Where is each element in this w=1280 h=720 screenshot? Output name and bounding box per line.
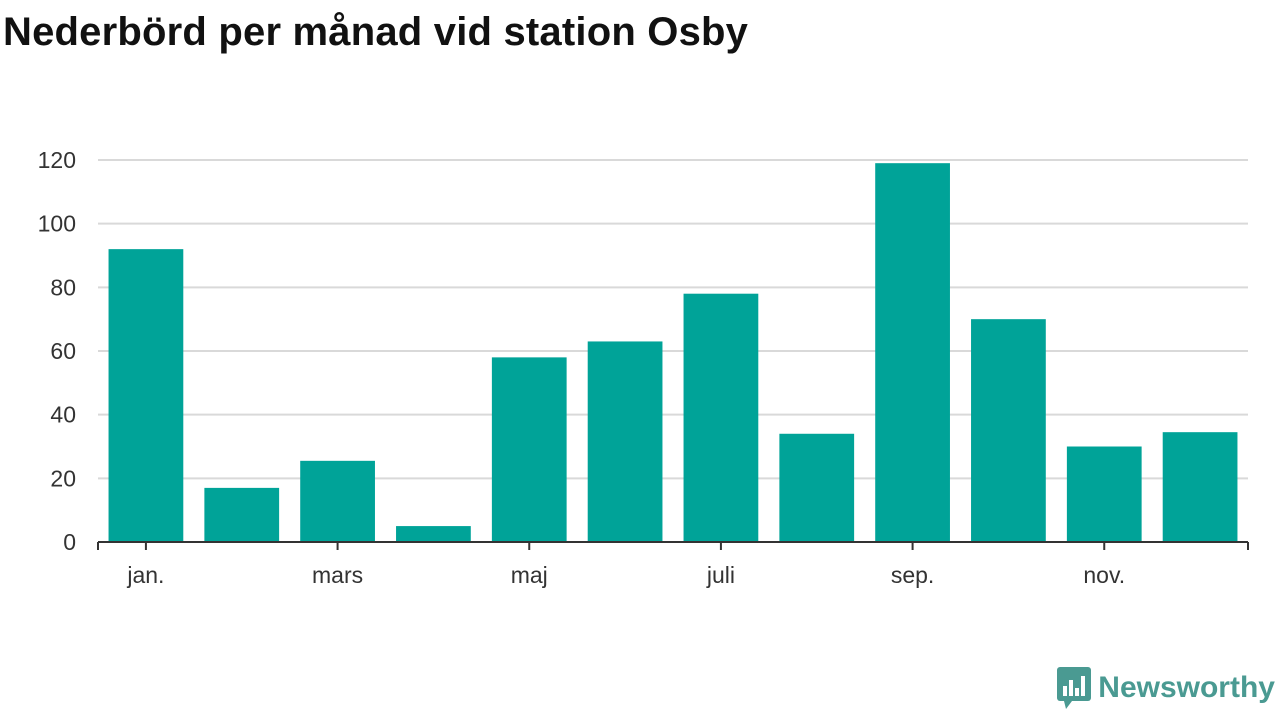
bar-6 (683, 293, 759, 542)
bar-9 (971, 319, 1046, 542)
x-tick-label: mars (312, 562, 363, 588)
x-tick-label: sep. (891, 562, 934, 588)
y-tick-label: 0 (63, 529, 76, 555)
newsworthy-chart-icon (1057, 667, 1092, 709)
bar-3 (396, 526, 471, 542)
bar-8 (875, 163, 950, 542)
bar-11 (1162, 432, 1238, 542)
x-tick-label: juli (706, 562, 735, 588)
y-tick-label: 40 (50, 402, 76, 428)
y-tick-label: 100 (38, 211, 76, 237)
x-tick-label: nov. (1083, 562, 1125, 588)
bar-7 (779, 433, 855, 542)
bars (108, 163, 1238, 542)
bar-0 (108, 249, 184, 542)
y-tick-label: 20 (50, 465, 76, 491)
chart-title: Nederbörd per månad vid station Osby (3, 10, 749, 54)
bar-1 (204, 487, 280, 542)
newsworthy-logo: Newsworthy (1056, 666, 1275, 710)
x-axis: jan. mars maj juli sep. nov. (97, 541, 1249, 588)
x-tick-label: maj (511, 562, 548, 588)
gridlines (98, 159, 1248, 480)
x-tick-label: jan. (126, 562, 164, 588)
y-tick-label: 120 (38, 147, 76, 173)
bar-chart: 0 20 40 60 80 100 120 jan. mars maj juli sep. nov. (38, 147, 1249, 588)
bar-10 (1066, 446, 1142, 542)
logo-text: Newsworthy (1098, 671, 1275, 704)
bar-2 (300, 460, 375, 542)
bar-4 (491, 357, 567, 542)
y-tick-label: 60 (50, 338, 76, 364)
y-axis-ticks: 0 20 40 60 80 100 120 (38, 147, 76, 555)
y-tick-label: 80 (50, 274, 76, 300)
bar-5 (587, 341, 663, 542)
